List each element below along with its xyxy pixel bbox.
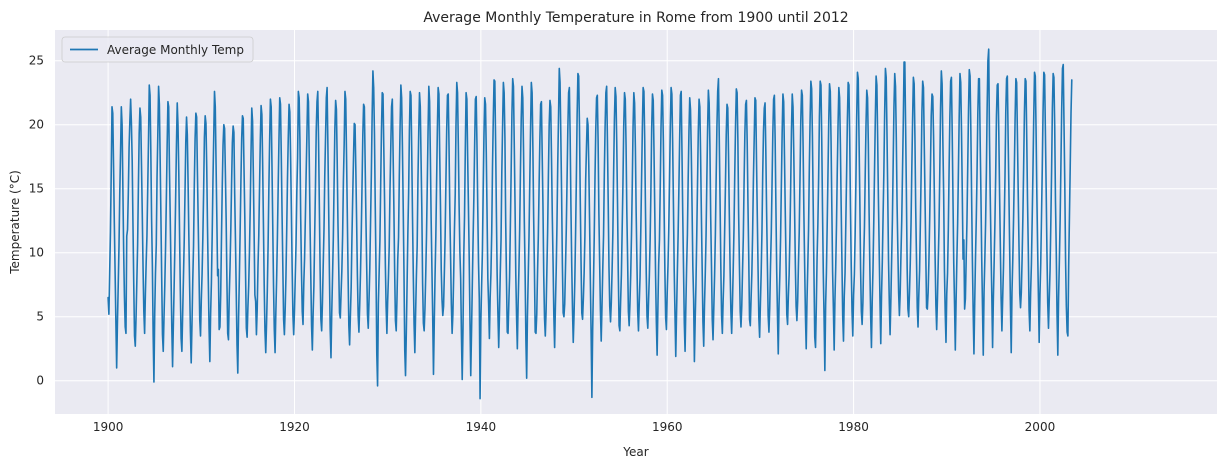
y-tick-label: 10 (29, 246, 44, 260)
y-axis-label: Temperature (°C) (8, 170, 22, 275)
chart-title: Average Monthly Temperature in Rome from… (423, 10, 848, 26)
series-group (107, 48, 1073, 400)
series-line (107, 48, 1073, 400)
y-tick-label: 5 (36, 310, 44, 324)
legend-label: Average Monthly Temp (107, 43, 244, 57)
x-tick-label: 1980 (838, 420, 869, 434)
grid-lines (55, 30, 1217, 414)
y-tick-label: 15 (29, 182, 44, 196)
x-axis-ticks: 1900 1920 1940 1960 1980 2000 (93, 420, 1055, 434)
x-tick-label: 1960 (652, 420, 683, 434)
y-tick-label: 0 (36, 374, 44, 388)
y-axis-ticks: 0 5 10 15 20 25 (29, 54, 44, 388)
x-axis-label: Year (622, 445, 648, 459)
y-tick-label: 20 (29, 118, 44, 132)
x-tick-label: 1940 (466, 420, 497, 434)
x-tick-label: 1920 (279, 420, 310, 434)
legend-box (61, 36, 254, 63)
x-tick-label: 1900 (93, 420, 124, 434)
legend: Average Monthly Temp (61, 36, 254, 63)
x-tick-label: 2000 (1025, 420, 1056, 434)
y-tick-label: 25 (29, 54, 44, 68)
